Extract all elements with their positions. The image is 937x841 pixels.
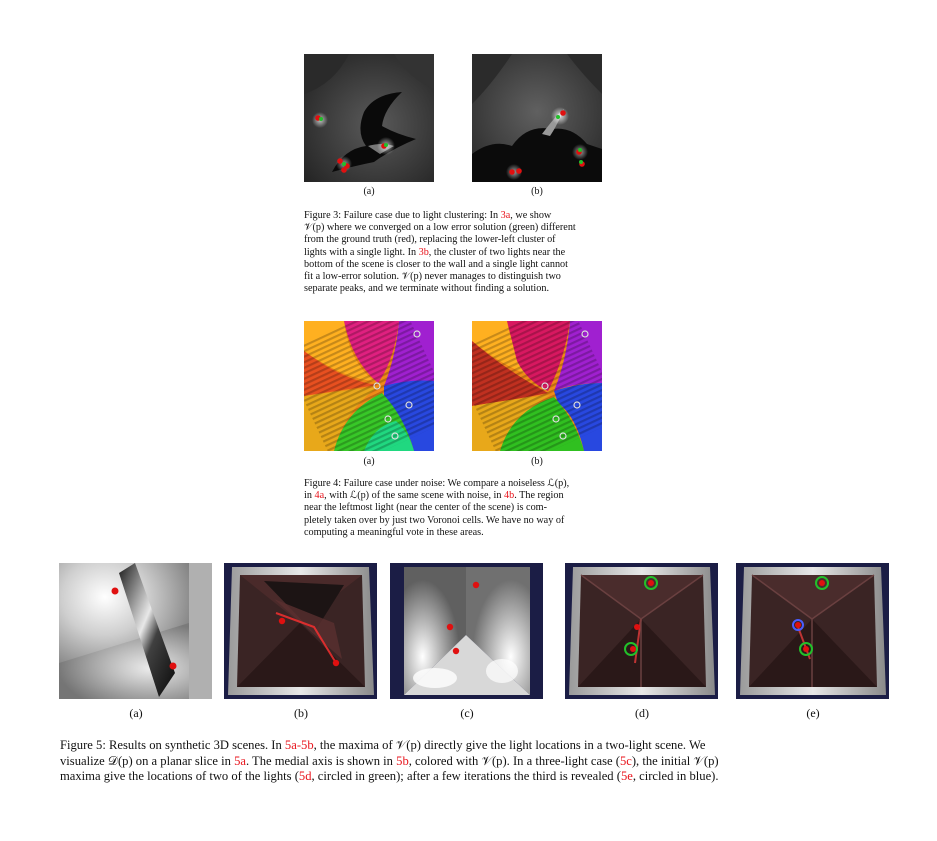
figure5-panel-e [736, 563, 889, 699]
caption-text: lights with a single light. In [304, 246, 419, 258]
figure-ref-link[interactable]: 4b [504, 490, 515, 502]
figure-ref-link[interactable]: 5a [234, 753, 246, 768]
caption-text: in [304, 490, 315, 502]
figure-ref-link[interactable]: 4a [314, 490, 325, 502]
light-location-marker [413, 330, 421, 338]
light-marker [803, 646, 809, 652]
blue-circle-marker [792, 619, 804, 631]
light-location-marker [552, 415, 560, 423]
light-location-marker [573, 401, 581, 409]
figure-ref-link[interactable]: 5d [298, 769, 312, 784]
figure5-subcaption-d: (d) [635, 706, 649, 720]
ground-truth-light-marker [341, 167, 347, 173]
estimated-light-marker [384, 143, 388, 147]
light-marker [648, 580, 654, 586]
figure-ref-link[interactable]: 5b [396, 753, 409, 768]
light-marker [472, 581, 480, 589]
figure4-panel-a [304, 321, 434, 451]
caption-text: separate peaks, and we terminate without… [304, 283, 549, 295]
caption-text: , the cluster of two lights near the [428, 246, 566, 258]
caption-text: near the leftmost light (near the center… [304, 502, 547, 514]
ground-truth-light-marker [560, 110, 566, 116]
light-location-marker [373, 382, 381, 390]
caption-text: maxima give the locations of two of the … [60, 769, 299, 784]
estimated-light-marker [556, 115, 560, 119]
caption-text: , the maxima of 𝒱(p) directly give the l… [313, 738, 706, 752]
caption-text: Figure 5: Results on synthetic 3D scenes… [60, 738, 285, 752]
figure5-panel-c [390, 563, 543, 699]
caption-text: , circled in green); after a few iterati… [311, 769, 621, 784]
green-circle-marker [644, 576, 658, 590]
figure5-subcaption-c: (c) [460, 706, 474, 720]
light-marker [630, 646, 636, 652]
green-circle-marker [624, 642, 638, 656]
figure4-caption: Figure 4: Failure case under noise: We c… [304, 478, 604, 539]
estimated-light-marker [578, 148, 582, 152]
figure4-subcaption-b: (b) [531, 456, 543, 467]
figure3-panel-a [304, 54, 434, 182]
caption-text: . The region [514, 490, 564, 502]
caption-text: computing a meaningful vote in these are… [304, 526, 484, 538]
caption-text: Figure 3: Failure case due to light clus… [304, 210, 501, 221]
caption-text: fit a low-error solution. 𝒱(p) never man… [304, 271, 561, 283]
figure-ref-link[interactable]: 3a [500, 210, 511, 221]
ground-truth-light-marker [337, 158, 343, 164]
figure3-subcaption-b: (b) [531, 186, 543, 197]
light-location-marker [391, 432, 399, 440]
light-marker [819, 580, 825, 586]
figure4-subcaption-a: (a) [363, 456, 375, 467]
figure-ref-link[interactable]: 5b [301, 738, 314, 752]
figure5-subcaption-a: (a) [129, 706, 143, 720]
light-location-marker [384, 415, 392, 423]
figure5-panel-d [565, 563, 718, 699]
caption-text: bottom of the scene is closer to the wal… [304, 258, 568, 270]
caption-text: - [296, 738, 302, 752]
light-location-marker [405, 401, 413, 409]
caption-text: , we show [510, 210, 552, 221]
figure-ref-link[interactable]: 3b [418, 246, 429, 258]
figure-ref-link[interactable]: 5c [619, 753, 632, 768]
caption-text: ), the initial 𝒱(p) [631, 753, 719, 768]
ground-truth-light-marker [516, 168, 522, 174]
caption-text: 𝒱(p) where we converged on a low error s… [304, 222, 576, 234]
figure5-panel-a [59, 563, 212, 699]
estimated-light-marker [342, 162, 346, 166]
caption-text: visualize 𝒟(p) on a planar slice in [60, 753, 235, 768]
figure-ref-link[interactable]: 5a [284, 738, 297, 752]
figure5-subcaption-b: (b) [294, 706, 308, 720]
light-location-marker [559, 432, 567, 440]
figure5-caption: Figure 5: Results on synthetic 3D scenes… [60, 738, 920, 785]
light-marker [795, 622, 801, 628]
figure5-subcaption-e: (e) [806, 706, 820, 720]
caption-text: , with ℒ(p) of the same scene with noise… [324, 490, 505, 502]
light-marker [111, 587, 119, 595]
light-marker [169, 662, 177, 670]
estimated-light-marker [579, 160, 583, 164]
estimated-light-marker [319, 117, 323, 121]
caption-text: pletely taken over by just two Voronoi c… [304, 514, 565, 526]
caption-text: , colored with 𝒱(p). In a three-light ca… [408, 753, 620, 768]
green-circle-marker [799, 642, 813, 656]
figure4-panel-b [472, 321, 602, 451]
figure3-panel-b [472, 54, 602, 182]
ground-truth-light-marker [509, 169, 515, 175]
figure3-subcaption-a: (a) [363, 186, 375, 197]
light-marker [278, 617, 286, 625]
green-circle-marker [815, 576, 829, 590]
figure5-panel-b [224, 563, 377, 699]
caption-text: . The medial axis is shown in [245, 753, 397, 768]
light-location-marker [541, 382, 549, 390]
light-marker [446, 623, 454, 631]
light-marker [332, 659, 340, 667]
light-marker [634, 624, 640, 630]
light-marker [452, 647, 460, 655]
figure-ref-link[interactable]: 5e [620, 769, 633, 784]
caption-text: , circled in blue). [632, 769, 719, 784]
caption-text: Figure 4: Failure case under noise: We c… [304, 478, 570, 489]
light-location-marker [581, 330, 589, 338]
caption-text: from the ground truth (red), replacing t… [304, 234, 556, 246]
figure3-caption: Figure 3: Failure case due to light clus… [304, 210, 604, 295]
